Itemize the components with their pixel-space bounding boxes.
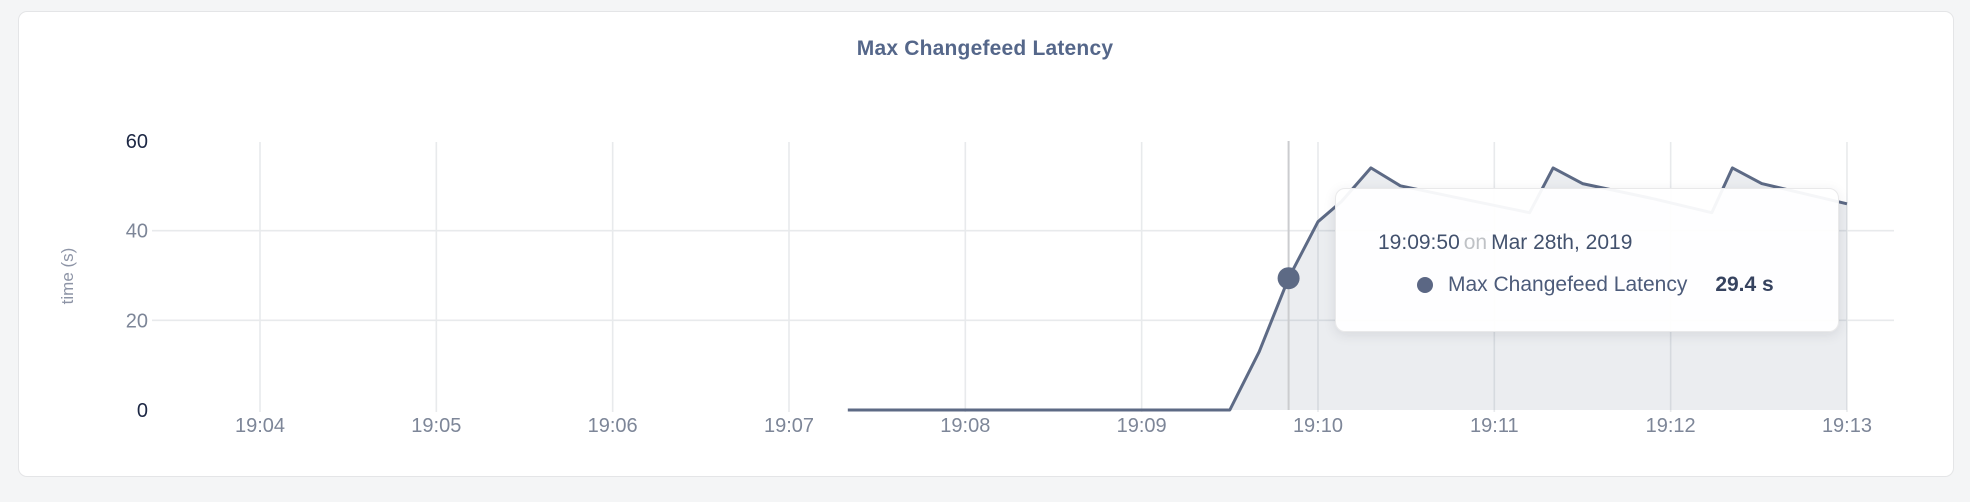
tooltip-on-word: on <box>1463 231 1488 254</box>
x-tick-label: 19:06 <box>588 415 638 437</box>
x-tick-label: 19:13 <box>1822 415 1872 437</box>
chart-title: Max Changefeed Latency <box>856 37 1114 60</box>
y-tick-label: 60 <box>126 131 148 153</box>
x-tick-label: 19:05 <box>411 415 461 437</box>
y-tick-label: 20 <box>126 310 148 332</box>
tooltip-time: 19:09:50 <box>1378 231 1460 254</box>
y-tick-label: 40 <box>126 221 148 243</box>
x-tick-label: 19:12 <box>1646 415 1696 437</box>
tooltip-value: 29.4 s <box>1715 273 1774 296</box>
x-tick-label: 19:09 <box>1117 415 1167 437</box>
x-tick-label: 19:11 <box>1470 415 1519 437</box>
x-tick-label: 19:08 <box>940 415 990 437</box>
series-bullet-icon <box>1417 277 1433 293</box>
tooltip-series-label: Max Changefeed Latency <box>1448 273 1688 296</box>
tooltip-series-row: Max Changefeed Latency 29.4 s <box>1417 271 1838 299</box>
x-tick-label: 19:07 <box>764 415 814 437</box>
tooltip-header: 19:09:50 on Mar 28th, 2019 <box>1378 229 1838 257</box>
hover-point-dot <box>1277 267 1300 290</box>
x-tick-label: 19:10 <box>1293 415 1343 437</box>
tooltip: 19:09:50 on Mar 28th, 2019 Max Changefeed … <box>1335 188 1839 332</box>
y-tick-label: 0 <box>137 400 148 422</box>
x-tick-label: 19:04 <box>235 415 285 437</box>
tooltip-date: Mar 28th, 2019 <box>1491 231 1633 254</box>
